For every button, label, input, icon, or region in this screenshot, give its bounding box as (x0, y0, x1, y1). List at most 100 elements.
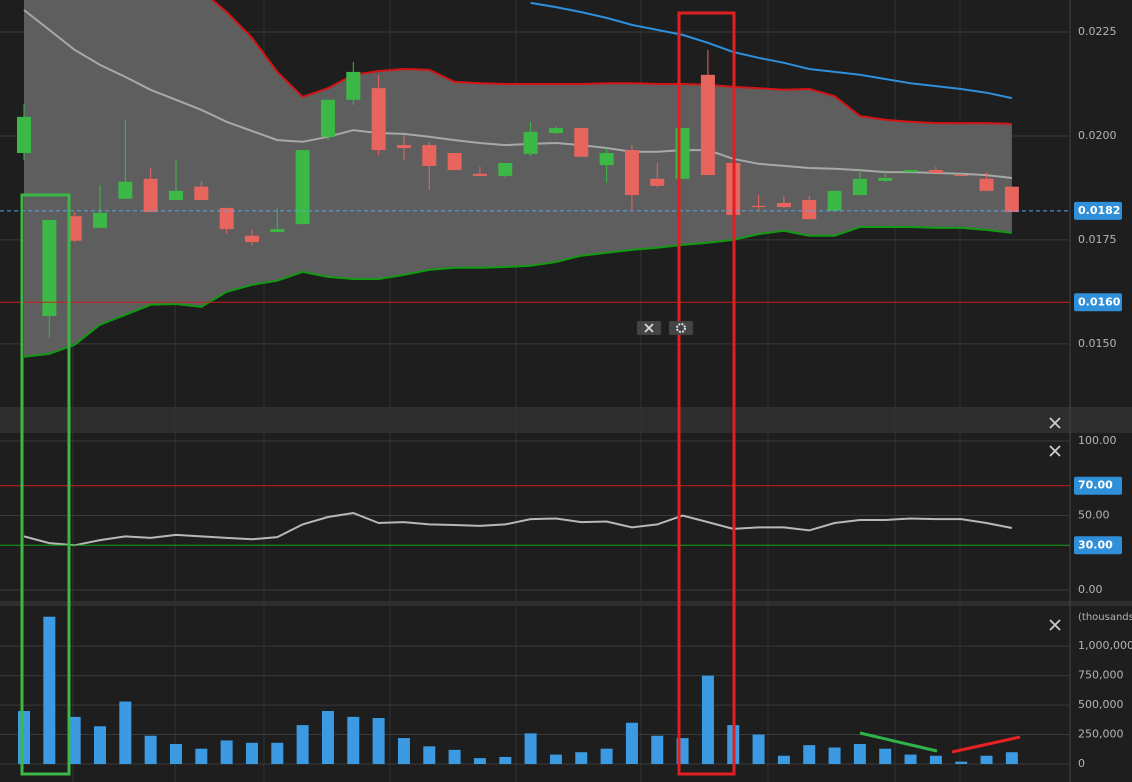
y-tick-label: 0.0200 (1078, 129, 1117, 142)
panel (0, 616, 1070, 765)
level-label: 30.00 (1078, 538, 1113, 551)
ma-line (530, 1, 1013, 100)
candle-body (700, 74, 715, 176)
plots (0, 0, 1070, 765)
settings-icon (676, 323, 686, 333)
highlight-box[interactable] (20, 193, 71, 776)
candle-body (422, 145, 437, 166)
axis-header: (thousands) (1078, 612, 1132, 623)
volume-bar (879, 748, 892, 764)
unit-label: (thousands) (1078, 612, 1132, 623)
volume-bar (625, 722, 638, 764)
panel-separator (0, 407, 1132, 433)
volume-bar (397, 738, 410, 764)
candle-body (295, 150, 310, 225)
candle-body (979, 178, 994, 191)
volume-bar (904, 754, 917, 764)
volume-bar (524, 733, 537, 764)
volume-bar (18, 710, 30, 764)
candle-body (143, 178, 158, 213)
y-tick-label: 50.00 (1078, 509, 1110, 522)
y-tick-label: 500,000 (1078, 698, 1124, 711)
y-tick-label: 0 (1078, 757, 1085, 770)
volume-bar (929, 755, 942, 764)
level-label: 0.0182 (1078, 204, 1120, 217)
volume-bar (321, 710, 334, 764)
band-line (23, 226, 1013, 358)
volume-bar (68, 716, 81, 764)
volume-bar (955, 761, 968, 764)
candle-body (270, 229, 285, 233)
level-label-box (1074, 536, 1122, 555)
y-tick-label: 750,000 (1078, 669, 1124, 682)
candle-body (624, 150, 639, 196)
y-tick-label: 0.00 (1078, 583, 1103, 596)
y-tick-label: 1,000,000 (1078, 639, 1132, 652)
volume-bar (803, 745, 816, 764)
candle-body (903, 170, 918, 173)
candle-body (599, 153, 614, 166)
candle-body (396, 145, 411, 149)
volume-bar (296, 725, 309, 764)
highlight-box[interactable] (677, 11, 736, 776)
volume-bar (828, 747, 841, 764)
trend-line[interactable] (859, 731, 938, 753)
volume-bar (473, 758, 486, 764)
volume-bar (575, 752, 588, 764)
candle-body (827, 190, 842, 211)
volume-bar (701, 675, 714, 764)
candle-body (447, 153, 462, 171)
y-tick-label: 0.0225 (1078, 25, 1117, 38)
candle-body (194, 186, 209, 201)
volume-bar (752, 734, 765, 764)
y-tick-label: 0.0150 (1078, 337, 1117, 350)
candle-body (548, 128, 563, 134)
candle-body (751, 205, 766, 208)
close-panel[interactable] (1049, 445, 1061, 457)
volume-bar (271, 742, 284, 764)
volume-bar (499, 756, 512, 764)
band-line (210, 0, 1012, 125)
volume-bar (853, 743, 866, 764)
volume-bar (448, 749, 461, 764)
candle-body (92, 212, 107, 228)
panel-separator (0, 601, 1132, 606)
volume-bar (423, 746, 436, 764)
candle-body (1004, 186, 1019, 213)
rsi-line (23, 511, 1013, 547)
overlay-buttons[interactable] (637, 321, 693, 335)
candle-body (244, 235, 259, 243)
volume-bar (777, 755, 790, 764)
close-panel[interactable] (1049, 619, 1061, 631)
y-tick-label: 100.00 (1078, 434, 1117, 447)
y-tick-label: 0.0175 (1078, 233, 1117, 246)
candle-body (168, 190, 183, 201)
volume-bar (1005, 752, 1018, 764)
candle-body (852, 178, 867, 196)
volume-bar (43, 616, 56, 764)
candle-body (574, 128, 589, 157)
level-label-box (1074, 293, 1122, 312)
candle-body (118, 181, 133, 199)
volume-bar (372, 718, 385, 764)
candle-body (371, 88, 386, 151)
candle-body (42, 219, 57, 317)
close-icon (644, 323, 654, 333)
trend-line[interactable] (951, 735, 1021, 754)
candle-body (776, 202, 791, 208)
settings-button[interactable] (669, 321, 693, 335)
volume-bar (347, 716, 360, 764)
volume-bar (651, 735, 664, 764)
candle-body (928, 170, 943, 173)
level-label: 70.00 (1078, 479, 1113, 492)
close-panel[interactable] (1049, 417, 1061, 429)
volume-bar (980, 755, 993, 764)
volume-bar (195, 748, 208, 764)
volume-bar (169, 743, 182, 764)
level-label-box (1074, 476, 1122, 495)
volume-bar (245, 742, 258, 764)
volume-bar (144, 735, 157, 764)
panel (0, 440, 1070, 591)
